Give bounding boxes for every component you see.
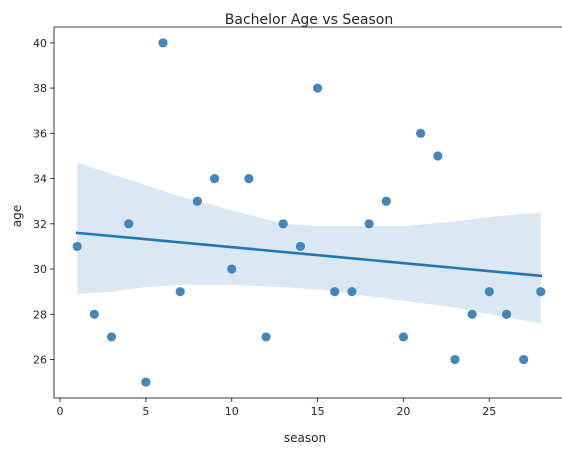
data-point xyxy=(364,219,374,229)
data-point xyxy=(398,332,409,342)
data-point xyxy=(295,241,306,252)
axes-frame xyxy=(53,26,562,399)
y-tick-label: 36 xyxy=(33,127,47,140)
chart-title: Bachelor Age vs Season xyxy=(225,12,393,28)
data-point xyxy=(312,83,323,93)
x-tick-label: 0 xyxy=(57,405,64,418)
x-axis-label: season xyxy=(284,431,326,445)
x-axis: 0 5 10 15 20 25 xyxy=(57,398,496,418)
y-tick-label: 26 xyxy=(33,354,47,367)
y-tick-label: 32 xyxy=(33,218,47,231)
data-point xyxy=(209,173,220,184)
x-tick-label: 5 xyxy=(142,405,149,418)
data-point xyxy=(450,354,460,365)
data-point xyxy=(175,287,185,297)
x-tick-label: 20 xyxy=(396,405,410,418)
data-point xyxy=(467,309,477,319)
data-point xyxy=(106,332,117,342)
x-tick-label: 10 xyxy=(225,405,239,418)
data-point xyxy=(519,354,529,365)
x-tick-label: 15 xyxy=(311,405,325,418)
data-point xyxy=(124,219,134,229)
data-point xyxy=(381,196,391,206)
data-point xyxy=(536,287,546,297)
data-point xyxy=(347,287,357,297)
y-tick-label: 40 xyxy=(33,37,47,50)
y-axis-label: age xyxy=(10,205,24,227)
y-tick-label: 34 xyxy=(33,173,47,186)
data-point xyxy=(261,332,271,342)
confidence-band xyxy=(77,162,541,324)
plot-area xyxy=(72,38,546,387)
data-point xyxy=(192,196,202,206)
data-point xyxy=(433,151,443,161)
data-point xyxy=(278,219,288,229)
y-tick-label: 28 xyxy=(33,308,47,321)
regression-line xyxy=(75,231,543,278)
data-point xyxy=(416,128,426,138)
data-point xyxy=(501,309,512,319)
data-point xyxy=(72,241,82,252)
data-point xyxy=(158,38,168,48)
y-tick-label: 30 xyxy=(33,263,47,276)
data-point xyxy=(89,309,99,319)
data-point xyxy=(330,287,340,297)
x-tick-label: 25 xyxy=(482,405,496,418)
data-point xyxy=(484,287,494,297)
data-point xyxy=(244,173,254,184)
data-point xyxy=(227,264,237,274)
y-axis: 26 28 30 32 34 36 38 40 xyxy=(33,37,54,367)
y-tick-label: 38 xyxy=(33,82,47,95)
data-point xyxy=(141,377,151,387)
